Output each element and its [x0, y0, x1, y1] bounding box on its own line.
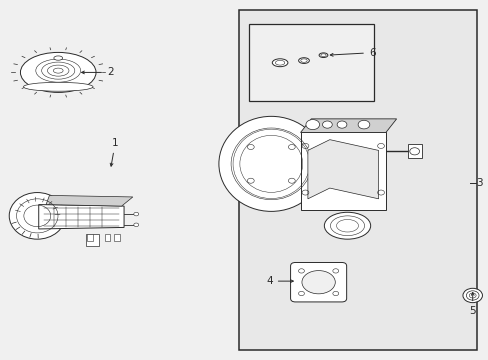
Ellipse shape	[301, 271, 335, 294]
Ellipse shape	[54, 56, 62, 60]
Ellipse shape	[319, 53, 327, 58]
Ellipse shape	[272, 59, 287, 67]
Ellipse shape	[9, 193, 65, 239]
Circle shape	[357, 120, 369, 129]
Circle shape	[462, 288, 482, 303]
Text: 1: 1	[110, 138, 119, 166]
Bar	[407, 144, 421, 158]
Bar	[114, 234, 120, 241]
Bar	[85, 234, 99, 246]
Ellipse shape	[20, 53, 96, 93]
Bar	[87, 234, 93, 241]
FancyBboxPatch shape	[290, 262, 346, 302]
Circle shape	[322, 121, 331, 128]
Ellipse shape	[23, 82, 93, 91]
Text: 4: 4	[265, 276, 293, 286]
Polygon shape	[46, 195, 133, 206]
Polygon shape	[39, 204, 124, 229]
Bar	[300, 132, 385, 210]
Bar	[104, 234, 110, 241]
Bar	[238, 10, 476, 350]
Circle shape	[134, 223, 139, 226]
Ellipse shape	[298, 58, 309, 63]
Circle shape	[134, 212, 139, 216]
Text: 2: 2	[81, 67, 113, 77]
Text: 5: 5	[468, 293, 475, 316]
Polygon shape	[307, 140, 378, 199]
Bar	[249, 24, 373, 101]
Polygon shape	[300, 119, 396, 132]
Circle shape	[305, 120, 319, 130]
Ellipse shape	[324, 212, 370, 239]
Circle shape	[336, 121, 346, 128]
Ellipse shape	[219, 116, 323, 211]
Text: 6: 6	[329, 48, 375, 58]
Text: 3: 3	[476, 178, 482, 188]
